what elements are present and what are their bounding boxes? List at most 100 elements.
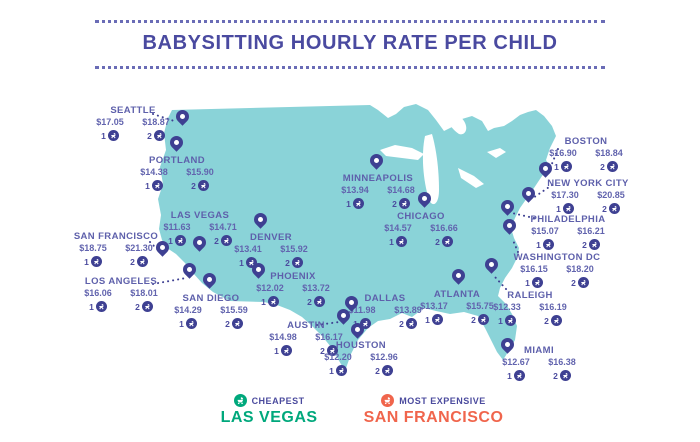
child-count-1: 1 — [375, 236, 421, 247]
child-count-1: 1 — [87, 130, 133, 141]
stroller-icon — [542, 239, 554, 250]
city-name: DENVER — [250, 232, 292, 243]
city-marker-los-angeles: LOS ANGELES $16.06 $18.01 1 2 — [75, 276, 167, 312]
city-name: CHICAGO — [397, 211, 445, 222]
stroller-icon — [477, 314, 489, 325]
city-name: LOS ANGELES — [84, 276, 158, 287]
rate-2-children: $13.72 — [302, 283, 330, 293]
city-marker-washington-dc: WASHINGTON DC $16.15 $18.20 1 2 — [511, 252, 603, 288]
stroller-icon — [577, 277, 589, 288]
rate-1-child: $13.41 — [234, 244, 262, 254]
rate-1-child: $15.07 — [531, 226, 559, 236]
child-count-2: 2 — [568, 239, 614, 250]
lake-erie-shape — [458, 168, 484, 188]
city-marker-san-francisco: SAN FRANCISCO $18.75 $21.30 1 2 — [70, 231, 162, 267]
rate-2-children: $13.89 — [394, 305, 422, 315]
child-count-1: 1 — [247, 296, 293, 307]
stroller-icon — [174, 235, 186, 246]
city-name: RALEIGH — [507, 290, 553, 301]
rate-1-child: $13.17 — [420, 301, 448, 311]
stroller-icon — [588, 239, 600, 250]
stroller-icon — [185, 318, 197, 329]
stroller-icon — [151, 180, 163, 191]
rate-2-children: $20.85 — [597, 190, 625, 200]
stroller-icon — [606, 161, 618, 172]
rate-1-child: $14.57 — [384, 223, 412, 233]
stroller-icon — [359, 318, 371, 329]
rate-1-child: $14.98 — [269, 332, 297, 342]
child-count-1: 1 — [540, 161, 586, 172]
stroller-icon — [531, 277, 543, 288]
stroller-icon — [280, 345, 292, 356]
page-title: BABYSITTING HOURLY RATE PER CHILD — [142, 32, 558, 54]
city-name: WASHINGTON DC — [513, 252, 601, 263]
rate-2-children: $16.38 — [548, 357, 576, 367]
cheapest-label: CHEAPEST — [251, 395, 305, 406]
child-count-1: 1 — [70, 256, 116, 267]
child-count-1: 1 — [411, 314, 457, 325]
child-count-2: 2 — [361, 365, 407, 376]
rate-2-children: $18.01 — [130, 288, 158, 298]
stroller-icon — [550, 315, 562, 326]
city-name: ATLANTA — [433, 289, 481, 300]
child-count-1: 1 — [493, 370, 539, 381]
rate-1-child: $16.06 — [84, 288, 112, 298]
stroller-icon — [381, 365, 393, 376]
lake-superior-shape — [380, 145, 424, 160]
rate-1-child: $12.33 — [493, 302, 521, 312]
legend-most-expensive: MOST EXPENSIVE SAN FRANCISCO — [364, 394, 504, 427]
city-marker-raleigh: RALEIGH $12.33 $16.19 1 2 — [484, 290, 576, 326]
stroller-icon — [231, 318, 243, 329]
most-expensive-label: MOST EXPENSIVE — [399, 395, 486, 406]
city-name: PHOENIX — [270, 271, 316, 282]
child-count-1: 1 — [484, 315, 530, 326]
stroller-icon — [267, 296, 279, 307]
rate-2-children: $15.92 — [280, 244, 308, 254]
child-count-1: 1 — [131, 180, 177, 191]
stroller-icon — [197, 180, 209, 191]
city-name: PHILADELPHIA — [530, 214, 606, 225]
child-count-2: 2 — [457, 314, 503, 325]
child-count-2: 2 — [530, 315, 576, 326]
stroller-icon — [107, 130, 119, 141]
city-marker-austin: AUSTIN $14.98 $16.17 1 2 — [260, 320, 352, 356]
city-name: MINNEAPOLIS — [342, 173, 414, 184]
rate-1-child: $11.98 — [348, 305, 376, 315]
stroller-icon — [395, 236, 407, 247]
stroller-icon — [608, 203, 620, 214]
rate-2-children: $16.19 — [539, 302, 567, 312]
rate-1-child: $14.29 — [174, 305, 202, 315]
child-count-1: 1 — [522, 239, 568, 250]
cheapest-city: LAS VEGAS — [220, 409, 318, 426]
city-marker-atlanta: ATLANTA $13.17 $15.75 1 2 — [411, 289, 503, 325]
rate-1-child: $17.05 — [96, 117, 124, 127]
stroller-icon — [313, 296, 325, 307]
city-name: BOSTON — [564, 136, 608, 147]
child-count-2: 2 — [133, 130, 179, 141]
city-marker-minneapolis: MINNEAPOLIS $13.94 $14.68 1 2 — [332, 173, 424, 209]
stroller-icon — [513, 370, 525, 381]
rate-1-child: $16.15 — [520, 264, 548, 274]
rate-1-child: $13.94 — [341, 185, 369, 195]
stroller-icon — [153, 130, 165, 141]
city-marker-phoenix: PHOENIX $12.02 $13.72 1 2 — [247, 271, 339, 307]
child-count-1: 1 — [260, 345, 306, 356]
rate-1-child: $12.20 — [324, 352, 352, 362]
city-name: SEATTLE — [110, 105, 156, 116]
city-marker-miami: MIAMI $12.67 $16.38 1 2 — [493, 345, 585, 381]
lake-ontario-shape — [487, 148, 506, 158]
rate-2-children: $15.90 — [186, 167, 214, 177]
rate-2-children: $15.75 — [466, 301, 494, 311]
rate-1-child: $11.63 — [163, 222, 191, 232]
city-marker-denver: DENVER $13.41 $15.92 1 2 — [225, 232, 317, 268]
stroller-icon — [560, 161, 572, 172]
stroller-icon — [381, 394, 395, 407]
child-count-2: 2 — [200, 235, 246, 246]
rate-2-children: $18.87 — [142, 117, 170, 127]
child-count-2: 2 — [378, 198, 424, 209]
stroller-icon — [326, 345, 338, 356]
child-count-2: 2 — [306, 345, 352, 356]
city-marker-chicago: CHICAGO $14.57 $16.66 1 2 — [375, 211, 467, 247]
child-count-1: 1 — [75, 301, 121, 312]
